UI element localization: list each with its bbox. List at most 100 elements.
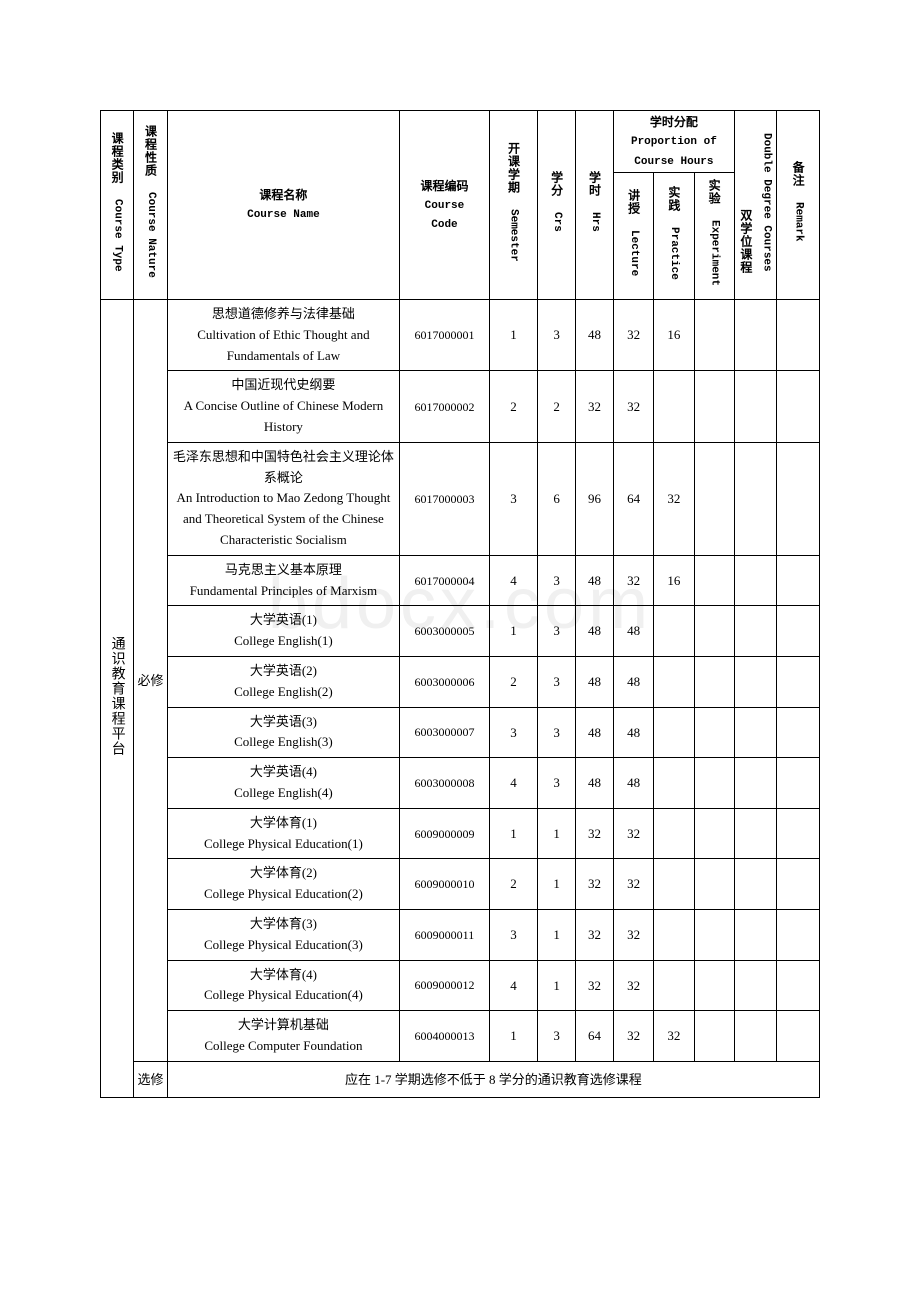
cell-crs: 1 <box>538 909 576 960</box>
cell-practice <box>654 758 694 809</box>
cell-practice: 16 <box>654 300 694 371</box>
cell-double <box>734 1011 777 1062</box>
hdr-course-nature-cn: 课程性质 <box>142 121 160 181</box>
table-body: 通识教育课程平台必修思想道德修养与法律基础Cultivation of Ethi… <box>101 300 820 1098</box>
hdr-prop-en1: Proportion of <box>631 136 717 148</box>
cell-lecture: 32 <box>614 555 654 606</box>
cell-lecture: 32 <box>614 859 654 910</box>
cell-remark <box>777 859 820 910</box>
cell-crs: 1 <box>538 808 576 859</box>
cell-crs: 3 <box>538 300 576 371</box>
cell-practice <box>654 960 694 1011</box>
table-row-elective: 选修 应在 1-7 学期选修不低于 8 学分的通识教育选修课程 <box>101 1061 820 1098</box>
cell-hrs: 32 <box>576 859 614 910</box>
table-header: 课程类别 Course Type 课程性质 Course Nature 课程名称… <box>101 111 820 300</box>
hdr-course-code-cn: 课程编码 <box>420 179 468 193</box>
cell-experiment <box>694 371 734 442</box>
hdr-course-code-en2: Code <box>431 219 457 231</box>
cell-course-name: 大学英语(2)College English(2) <box>167 656 399 707</box>
cell-hrs: 48 <box>576 758 614 809</box>
cell-experiment <box>694 442 734 555</box>
hdr-course-name: 课程名称 Course Name <box>167 111 399 300</box>
cell-crs: 3 <box>538 606 576 657</box>
hdr-practice-cn: 实践 <box>665 182 683 216</box>
cell-remark <box>777 300 820 371</box>
cell-practice <box>654 656 694 707</box>
cell-experiment <box>694 656 734 707</box>
cell-remark <box>777 707 820 758</box>
cell-semester: 3 <box>489 909 537 960</box>
cell-semester: 4 <box>489 960 537 1011</box>
cell-experiment <box>694 707 734 758</box>
cell-experiment <box>694 606 734 657</box>
cell-lecture: 64 <box>614 442 654 555</box>
cell-semester: 3 <box>489 707 537 758</box>
cell-experiment <box>694 1011 734 1062</box>
cell-experiment <box>694 300 734 371</box>
cell-double <box>734 960 777 1011</box>
cell-remark <box>777 808 820 859</box>
cell-experiment <box>694 555 734 606</box>
cell-hrs: 32 <box>576 808 614 859</box>
cell-semester: 1 <box>489 606 537 657</box>
cell-lecture: 32 <box>614 960 654 1011</box>
hdr-semester-en: Semester <box>505 203 522 268</box>
cell-course-code: 6017000001 <box>400 300 490 371</box>
hdr-semester: 开课学期 Semester <box>489 111 537 300</box>
cell-course-code: 6017000003 <box>400 442 490 555</box>
cell-double <box>734 371 777 442</box>
cell-course-name: 大学计算机基础College Computer Foundation <box>167 1011 399 1062</box>
cell-crs: 3 <box>538 656 576 707</box>
cell-lecture: 48 <box>614 656 654 707</box>
course-table: 课程类别 Course Type 课程性质 Course Nature 课程名称… <box>100 110 820 1098</box>
cell-hrs: 32 <box>576 909 614 960</box>
cell-semester: 1 <box>489 1011 537 1062</box>
hdr-semester-cn: 开课学期 <box>504 138 522 198</box>
cell-crs: 1 <box>538 859 576 910</box>
cell-semester: 4 <box>489 758 537 809</box>
cell-course-code: 6003000006 <box>400 656 490 707</box>
hdr-lecture: 讲授 Lecture <box>614 173 654 300</box>
cell-hrs: 48 <box>576 606 614 657</box>
hdr-lecture-en: Lecture <box>625 224 642 282</box>
cell-crs: 3 <box>538 555 576 606</box>
cell-lecture: 32 <box>614 300 654 371</box>
cell-lecture: 32 <box>614 371 654 442</box>
cell-crs: 3 <box>538 758 576 809</box>
cell-practice: 32 <box>654 1011 694 1062</box>
cell-course-name: 马克思主义基本原理Fundamental Principles of Marxi… <box>167 555 399 606</box>
hdr-course-type-cn: 课程类别 <box>108 128 126 188</box>
cell-lecture: 32 <box>614 1011 654 1062</box>
cell-course-type: 通识教育课程平台 <box>101 300 134 1098</box>
hdr-double-en: Double Degree Courses <box>758 127 775 278</box>
hdr-crs-en: Crs <box>548 206 565 238</box>
hdr-remark-cn: 备注 <box>789 157 807 191</box>
cell-course-code: 6004000013 <box>400 1011 490 1062</box>
header-row-1: 课程类别 Course Type 课程性质 Course Nature 课程名称… <box>101 111 820 173</box>
cell-lecture: 32 <box>614 909 654 960</box>
table-row: 大学体育(4)College Physical Education(4)6009… <box>101 960 820 1011</box>
hdr-hrs-cn: 学时 <box>586 167 604 201</box>
table-row: 大学英语(4)College English(4)600300000843484… <box>101 758 820 809</box>
cell-experiment <box>694 909 734 960</box>
cell-practice <box>654 707 694 758</box>
cell-hrs: 32 <box>576 960 614 1011</box>
cell-course-nature-elective: 选修 <box>134 1061 167 1098</box>
cell-practice <box>654 371 694 442</box>
cell-lecture: 32 <box>614 808 654 859</box>
cell-remark <box>777 1011 820 1062</box>
table-row: 大学英语(1)College English(1)600300000513484… <box>101 606 820 657</box>
cell-practice <box>654 808 694 859</box>
cell-course-code: 6009000009 <box>400 808 490 859</box>
cell-semester: 3 <box>489 442 537 555</box>
cell-crs: 3 <box>538 1011 576 1062</box>
cell-remark <box>777 371 820 442</box>
cell-remark <box>777 656 820 707</box>
cell-remark <box>777 555 820 606</box>
cell-course-code: 6017000004 <box>400 555 490 606</box>
cell-course-name: 大学英语(1)College English(1) <box>167 606 399 657</box>
cell-course-code: 6017000002 <box>400 371 490 442</box>
cell-experiment <box>694 808 734 859</box>
cell-double <box>734 656 777 707</box>
table-row: 大学计算机基础College Computer Foundation600400… <box>101 1011 820 1062</box>
